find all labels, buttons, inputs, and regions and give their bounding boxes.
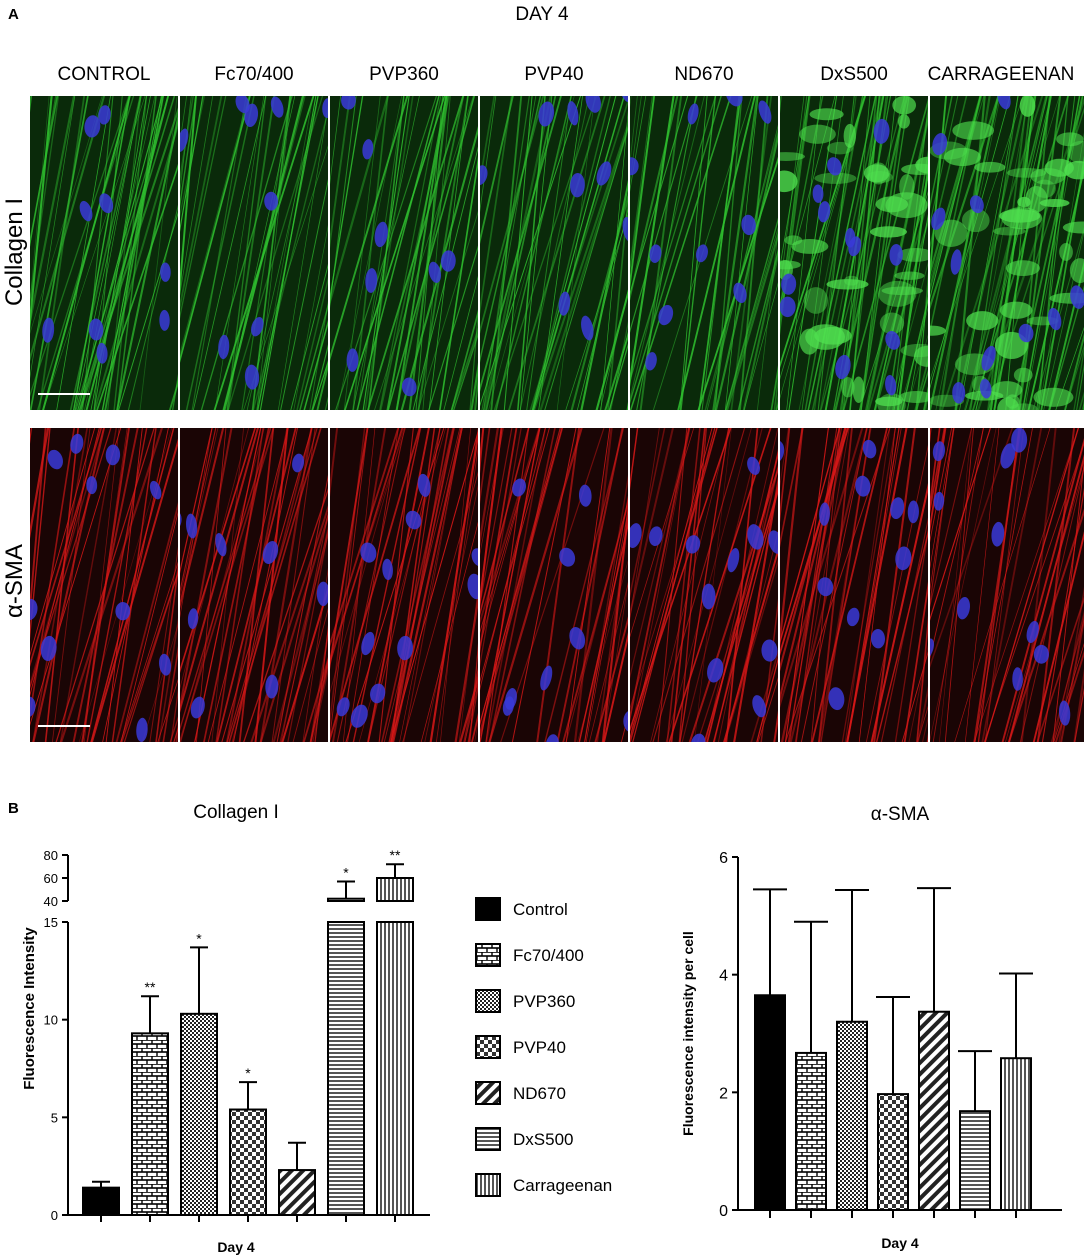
- panel-a-title: DAY 4: [515, 4, 569, 25]
- legend-entry: PVP40: [475, 1035, 566, 1059]
- collagen-bar-chart: Collagen I Fluorescence Intensity 0 5 10 15 40…: [21, 802, 430, 1255]
- panel-b-letter: B: [8, 800, 19, 817]
- panel-a-letter: A: [8, 6, 19, 23]
- column-label-carrageenan: CARRAGEENAN: [927, 64, 1075, 85]
- alpha-sma-bar: [959, 1110, 991, 1212]
- alpha-sma-bar: [795, 1051, 827, 1212]
- collagen-significance-label: *: [245, 1065, 251, 1081]
- alpha-sma-micrograph-carrageenan: [930, 428, 1084, 742]
- collagen-y-tick-label: 5: [51, 1110, 58, 1125]
- collagen-micrograph-pvp40: [480, 96, 628, 410]
- alpha-sma-micrograph-nd670: [630, 428, 778, 742]
- alpha-sma-micrograph-control: [30, 428, 178, 742]
- collagen-x-axis-label: Day 4: [217, 1239, 255, 1255]
- legend-label: DxS500: [513, 1130, 573, 1149]
- legend-entry: Control: [475, 897, 568, 921]
- collagen-micrograph-fc70-400: [180, 96, 328, 410]
- collagen-y-tick-label: 10: [44, 1013, 58, 1028]
- collagen-y-tick-label: 40: [44, 894, 58, 909]
- legend-label: Fc70/400: [513, 946, 584, 965]
- alpha-sma-bar: [1000, 1057, 1032, 1211]
- collagen-micrograph-carrageenan: [930, 96, 1084, 410]
- collagen-bar: [131, 1032, 169, 1216]
- alpha-sma-x-axis-label: Day 4: [881, 1235, 919, 1251]
- legend-label: Carrageenan: [513, 1176, 612, 1195]
- alpha-sma-y-tick-label: 6: [719, 850, 728, 867]
- alpha-sma-micrograph-dxs500: [780, 428, 928, 742]
- column-label-fc70-400: Fc70/400: [214, 64, 294, 85]
- column-label-control: CONTROL: [57, 64, 151, 85]
- alpha-sma-micrograph-pvp360: [330, 428, 478, 742]
- alpha-sma-y-tick-label: 2: [719, 1085, 728, 1102]
- alpha-sma-micrograph-fc70-400: [180, 428, 328, 742]
- legend-label: PVP360: [513, 992, 575, 1011]
- alpha-sma-micrograph-pvp40: [480, 428, 628, 742]
- alpha-sma-bar: [918, 1010, 950, 1212]
- legend-label: Control: [513, 900, 568, 919]
- collagen-y-tick-label: 80: [44, 848, 58, 863]
- collagen-significance-label: *: [196, 930, 202, 946]
- collagen-y-tick-label: 0: [51, 1208, 58, 1223]
- legend-swatch: [475, 897, 501, 921]
- alpha-sma-chart-title: α-SMA: [871, 804, 930, 825]
- collagen-micrograph-dxs500: [780, 96, 928, 410]
- alpha-sma-bar: [836, 1020, 868, 1211]
- collagen-micrograph-nd670: [630, 96, 778, 410]
- column-label-dxs500: DxS500: [820, 64, 888, 85]
- collagen-significance-label: **: [390, 847, 401, 863]
- legend-swatch: [475, 1035, 501, 1059]
- legend-entry: ND670: [475, 1081, 566, 1105]
- column-label-pvp360: PVP360: [369, 64, 439, 85]
- column-label-nd670: ND670: [674, 64, 734, 85]
- legend-swatch: [475, 943, 501, 967]
- legend-label: PVP40: [513, 1038, 566, 1057]
- column-label-pvp40: PVP40: [524, 64, 584, 85]
- alpha-sma-bar: [754, 994, 786, 1212]
- legend-swatch: [475, 1173, 501, 1197]
- alpha-sma-y-axis-label: Fluorescence intensity per cell: [680, 931, 696, 1136]
- collagen-y-axis-label: Fluorescence Intensity: [21, 927, 38, 1090]
- collagen-micrograph-control: [30, 96, 178, 410]
- collagen-chart-title: Collagen I: [193, 802, 279, 823]
- legend-swatch: [475, 1081, 501, 1105]
- collagen-y-tick-label: 60: [44, 871, 58, 886]
- collagen-micrograph-pvp360: [330, 96, 478, 410]
- legend-swatch: [475, 1127, 501, 1151]
- alpha-sma-y-tick-label: 4: [719, 968, 728, 985]
- legend-entry: DxS500: [475, 1127, 573, 1151]
- alpha-sma-bar: [877, 1093, 909, 1212]
- collagen-y-tick-label: 15: [44, 915, 58, 930]
- collagen-bar: [327, 921, 365, 1216]
- legend-entry: Carrageenan: [475, 1173, 612, 1197]
- legend-label: ND670: [513, 1084, 566, 1103]
- legend-swatch: [475, 989, 501, 1013]
- collagen-significance-label: **: [145, 979, 156, 995]
- collagen-significance-label: *: [343, 864, 349, 880]
- legend-entry: PVP360: [475, 989, 575, 1013]
- collagen-bar: [229, 1108, 267, 1217]
- legend-entry: Fc70/400: [475, 943, 584, 967]
- alpha-sma-y-tick-label: 0: [719, 1203, 728, 1220]
